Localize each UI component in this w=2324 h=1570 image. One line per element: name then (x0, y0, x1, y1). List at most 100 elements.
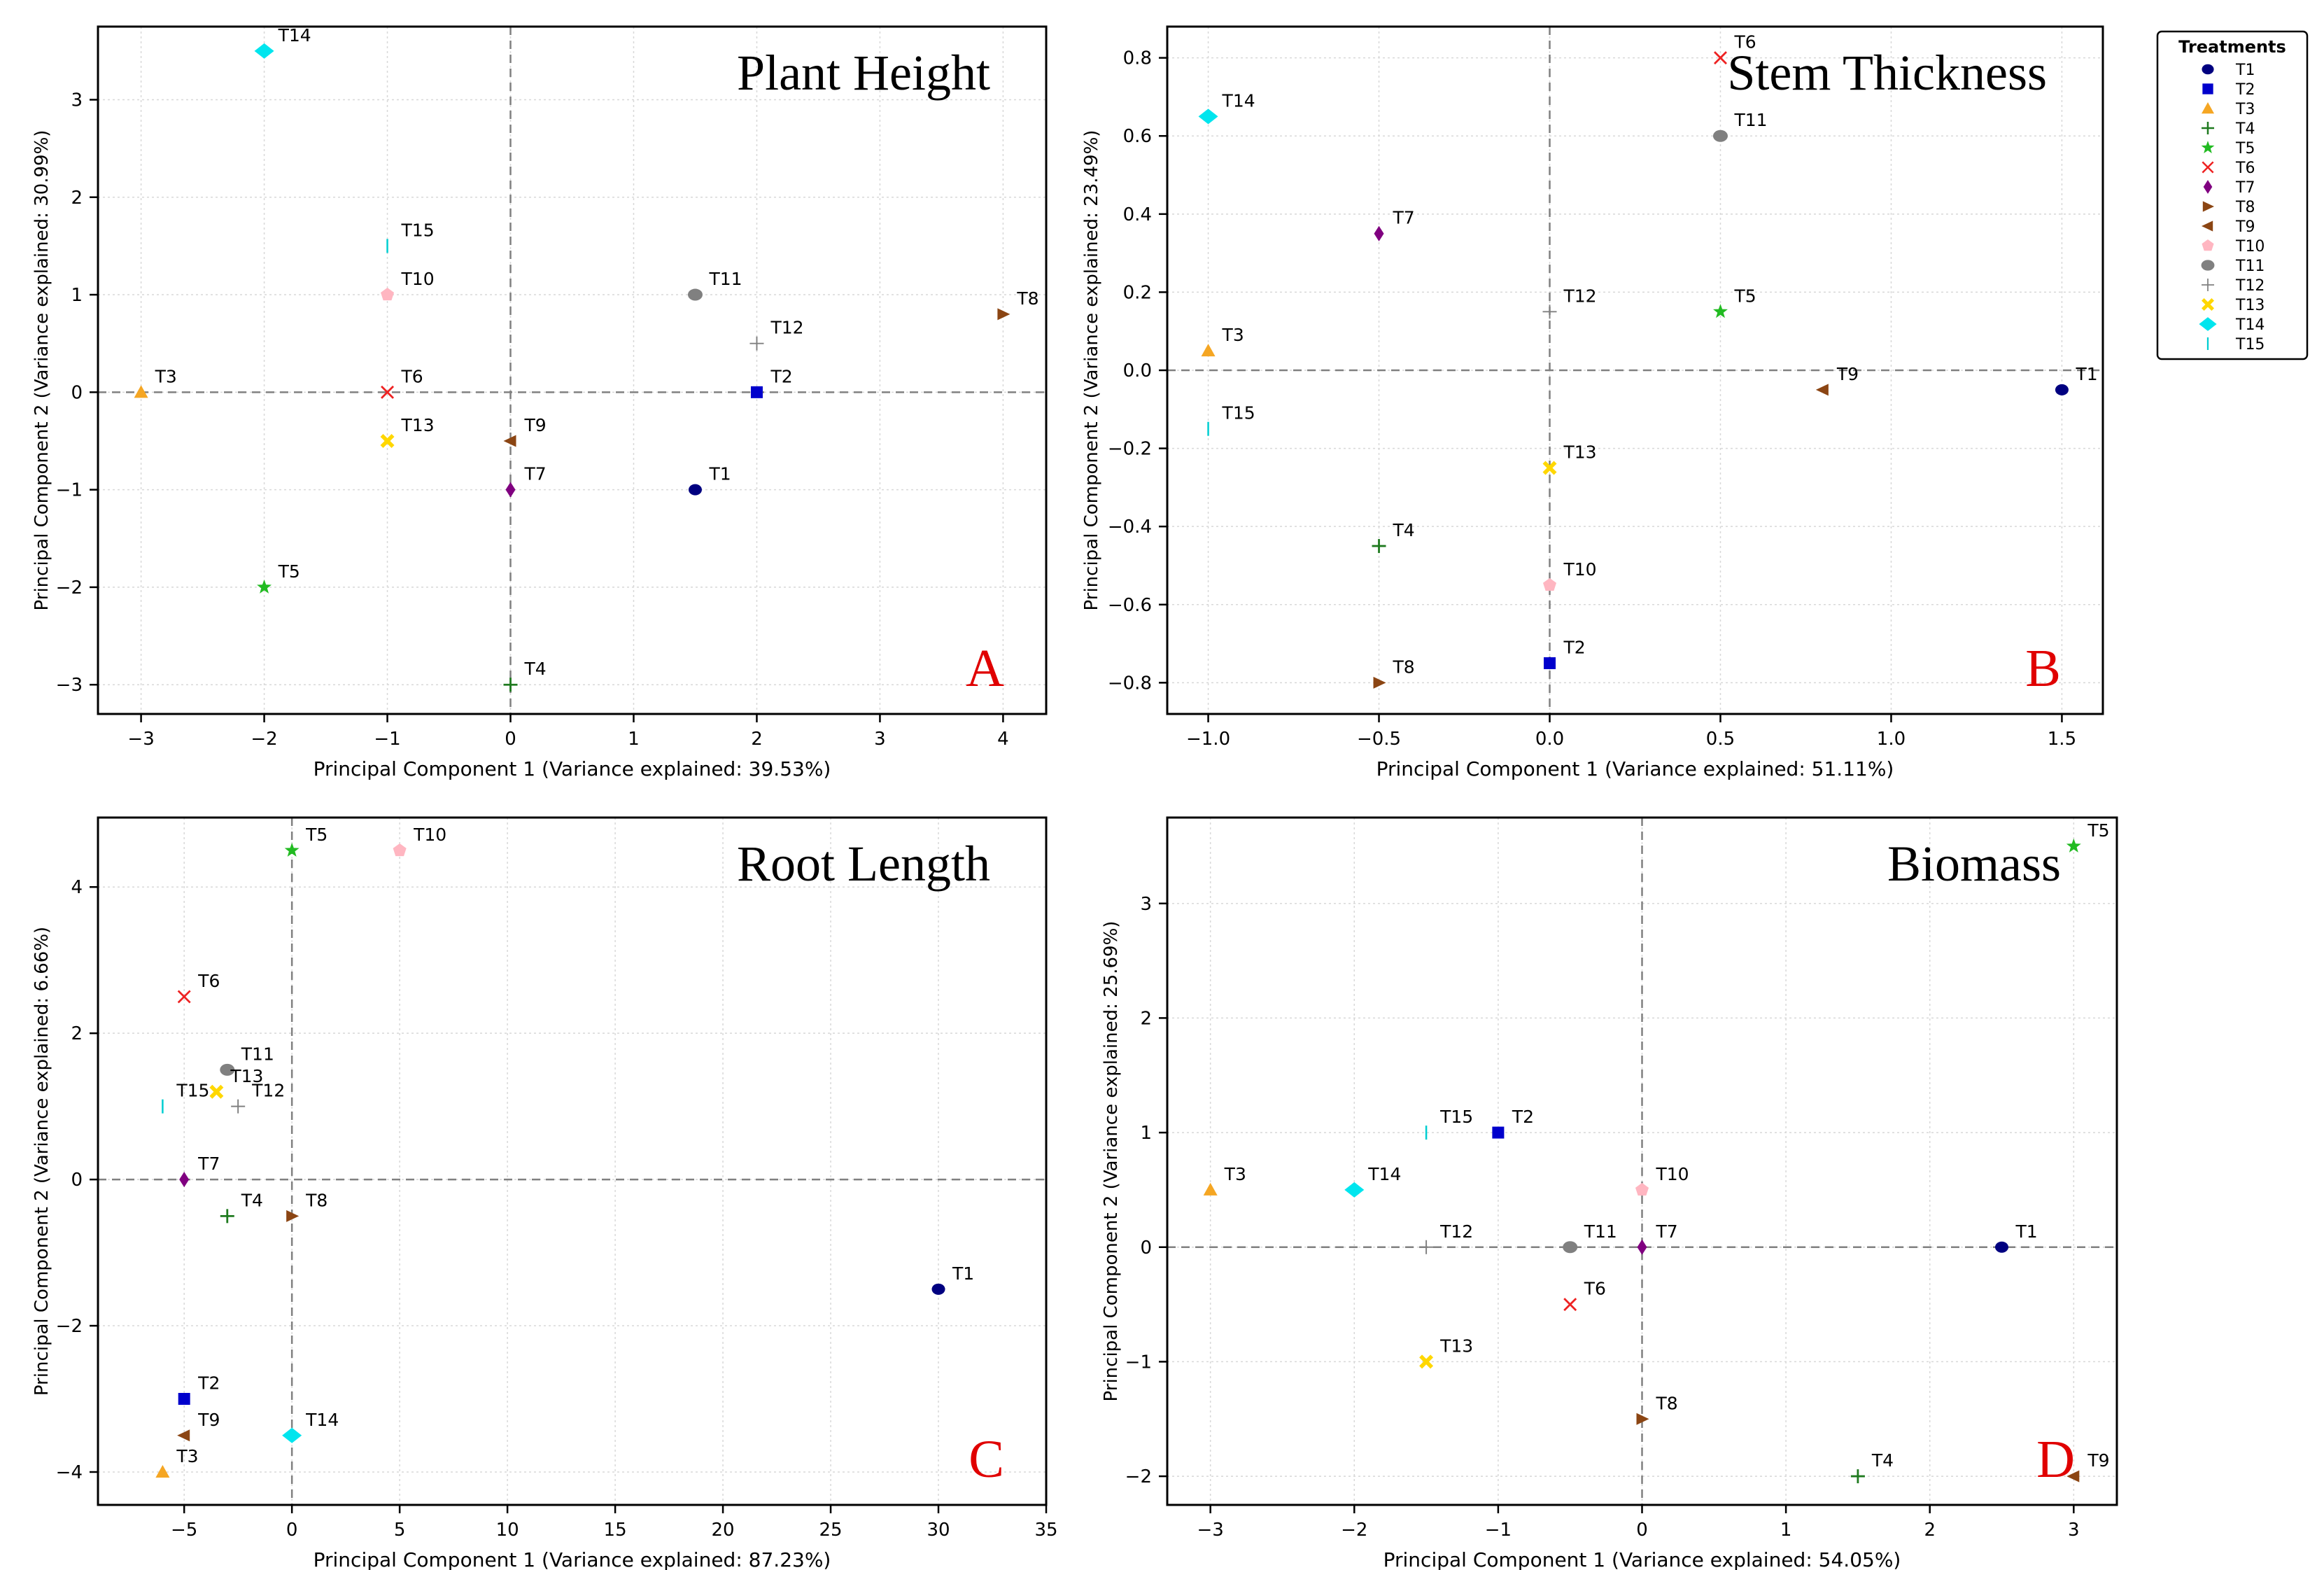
point-label: T10 (1563, 559, 1597, 580)
point-label: T11 (1584, 1221, 1617, 1242)
x-tick-label: 5 (394, 1520, 406, 1541)
point-label: T12 (1563, 286, 1597, 306)
legend: Treatments T1 T2 T3 T4 T5 T6 T7 T8 T9 T10 T11 T12 T13… (2156, 30, 2309, 360)
point-label: T9 (197, 1410, 220, 1430)
point-label: T14 (278, 25, 311, 45)
y-axis-label: Principal Component 2 (Variance explaine… (1081, 130, 1102, 611)
y-tick-label: 0.6 (1123, 126, 1152, 147)
point-t12 (231, 1099, 246, 1114)
legend-marker-t5 (2201, 141, 2215, 154)
point-label: T7 (1393, 208, 1415, 228)
point-t3 (1201, 344, 1216, 357)
point-t7 (1374, 225, 1384, 241)
x-tick-label: 35 (1034, 1520, 1057, 1541)
y-tick-label: −2 (1125, 1466, 1152, 1487)
y-tick-label: −0.6 (1108, 595, 1152, 616)
point-label: T2 (1563, 637, 1586, 657)
point-t8 (1636, 1413, 1649, 1425)
point-t10 (1635, 1182, 1649, 1196)
point-label: T13 (230, 1066, 263, 1086)
plot-frame (97, 25, 1048, 715)
x-tick-label: 0 (1636, 1520, 1648, 1541)
point-t13 (380, 434, 395, 448)
point-label: T10 (401, 269, 435, 289)
point-label: T8 (1656, 1393, 1678, 1413)
point-t11 (687, 288, 703, 301)
point-t9 (503, 435, 516, 447)
legend-label: T4 (2235, 120, 2255, 138)
point-t6 (177, 990, 191, 1004)
point-label: T3 (1224, 1164, 1246, 1184)
point-t13 (1542, 461, 1557, 475)
panel-letter: D (2036, 1430, 2075, 1489)
point-t6 (381, 385, 395, 399)
x-tick-label: −1 (374, 729, 400, 750)
point-label: T4 (1871, 1450, 1894, 1471)
legend-marker-t9 (2202, 220, 2213, 232)
y-tick-label: 0 (1140, 1238, 1152, 1259)
legend-marker-t13 (2202, 298, 2214, 311)
point-label: T1 (708, 464, 731, 484)
point-t1 (931, 1283, 945, 1295)
legend-marker-t10 (2202, 239, 2214, 251)
x-tick-label: 2 (751, 729, 763, 750)
x-tick-label: 1 (1780, 1520, 1792, 1541)
point-t6 (1713, 51, 1727, 65)
panel-letter: C (969, 1430, 1004, 1489)
point-label: T11 (241, 1044, 274, 1064)
point-t5 (284, 843, 300, 857)
legend-marker-t3 (2202, 102, 2214, 114)
point-label: T10 (413, 825, 446, 845)
x-tick-label: 3 (2068, 1520, 2080, 1541)
point-t11 (1563, 1241, 1578, 1254)
point-t14 (254, 43, 274, 59)
point-label: T3 (1222, 325, 1244, 345)
point-label: T4 (241, 1190, 263, 1210)
point-t2 (1492, 1126, 1505, 1139)
point-t5 (257, 579, 272, 594)
point-t10 (393, 843, 407, 857)
legend-label: T6 (2235, 160, 2255, 177)
y-tick-label: 0.0 (1123, 360, 1152, 381)
legend-label: T13 (2235, 297, 2265, 314)
point-t10 (1543, 577, 1557, 591)
point-label: T8 (305, 1190, 328, 1210)
point-label: T14 (305, 1410, 339, 1430)
point-label: T4 (524, 659, 547, 679)
point-t9 (177, 1429, 190, 1442)
y-tick-label: −1 (1125, 1352, 1152, 1373)
legend-label: T9 (2235, 218, 2255, 236)
x-tick-label: −2 (1341, 1520, 1367, 1541)
panel-c: −5 0 5 10 15 20 25 30 35 −4 −2 0 2 4 Principal Compone… (31, 816, 1058, 1570)
point-t5 (1713, 304, 1728, 318)
point-t4 (503, 678, 518, 692)
point-label: T1 (2075, 364, 2097, 384)
point-label: T13 (1563, 442, 1597, 462)
legend-label: T3 (2235, 101, 2255, 118)
x-tick-label: −2 (251, 729, 277, 750)
point-t4 (1850, 1469, 1865, 1484)
x-tick-label: −3 (1197, 1520, 1224, 1541)
panel-letter: B (2025, 639, 2061, 698)
point-t14 (1198, 108, 1218, 125)
point-label: T14 (1222, 90, 1255, 111)
point-t9 (1815, 384, 1829, 396)
x-tick-label: 10 (496, 1520, 519, 1541)
y-tick-label: 0.2 (1123, 282, 1152, 303)
y-tick-label: 2 (1140, 1008, 1152, 1029)
legend-marker-t1 (2202, 64, 2214, 75)
point-t11 (220, 1063, 235, 1076)
panel-title: Root Length (737, 836, 990, 892)
point-t2 (750, 386, 763, 398)
point-t8 (1373, 676, 1386, 689)
x-tick-label: 0 (286, 1520, 298, 1541)
legend-title: Treatments (2178, 37, 2286, 57)
point-t5 (2066, 838, 2081, 853)
point-label: T13 (401, 415, 435, 435)
point-label: T8 (1016, 288, 1038, 309)
panel-title: Stem Thickness (1727, 45, 2047, 101)
point-t14 (1344, 1182, 1365, 1198)
point-label: T1 (952, 1263, 974, 1284)
point-label: T7 (524, 464, 547, 484)
